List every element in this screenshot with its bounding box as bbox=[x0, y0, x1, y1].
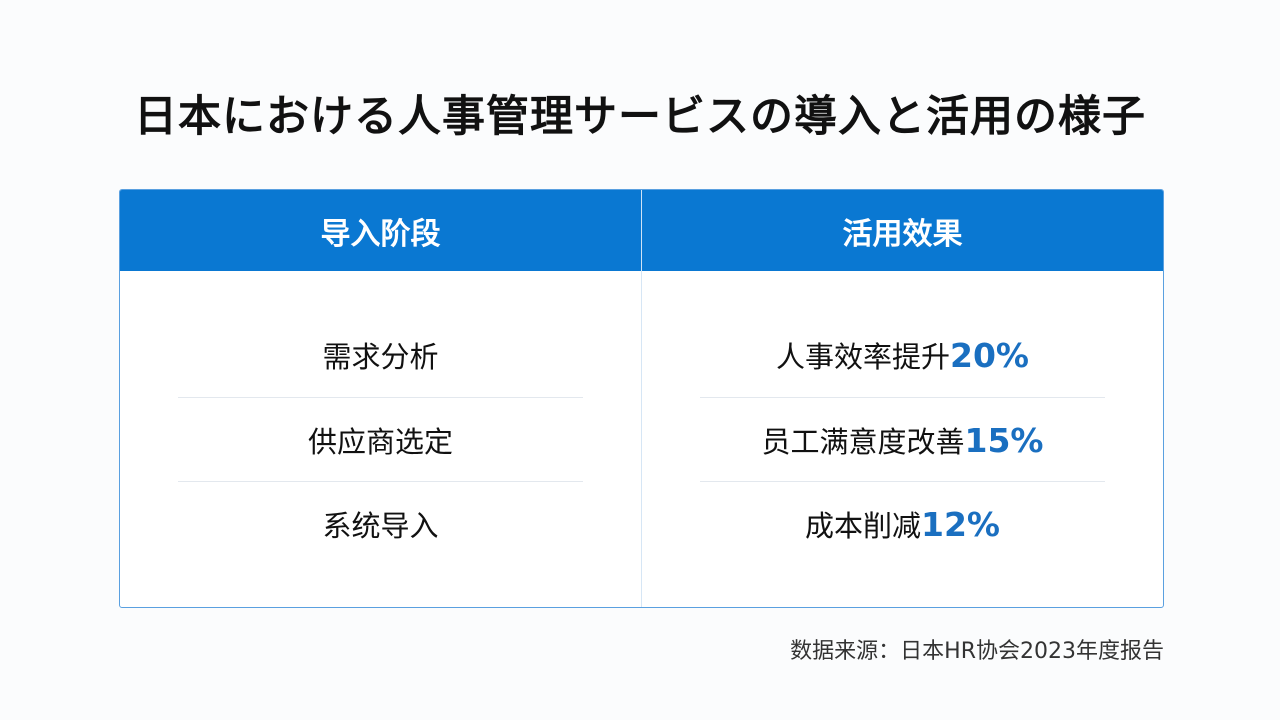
source-note: 数据来源：日本HR协会2023年度报告 bbox=[790, 639, 1164, 664]
effect-label: 人事效率提升 bbox=[775, 340, 950, 374]
header-effect: 活用效果 bbox=[842, 216, 963, 252]
effect-value: 15% bbox=[964, 420, 1044, 460]
stage-cell: 供应商选定 bbox=[178, 397, 583, 482]
effect-cell: 成本削减 12% bbox=[700, 481, 1105, 566]
stage-cell: 需求分析 bbox=[322, 340, 439, 374]
header-stage: 导入阶段 bbox=[120, 190, 642, 271]
effect-cell: 员工满意度改善 15% bbox=[700, 397, 1105, 482]
effect-column: 人事效率提升 20% 员工满意度改善 15% 成本削减 12% bbox=[642, 271, 1163, 607]
table-header: 导入阶段 活用效果 bbox=[120, 190, 1163, 271]
stage-column: 需求分析 供应商选定 系统导入 bbox=[120, 271, 642, 607]
stage-cell: 系统导入 bbox=[178, 481, 583, 566]
effect-label: 成本削减 bbox=[804, 509, 921, 543]
effect-value: 20% bbox=[950, 335, 1029, 375]
effect-cell: 人事效率提升 20% bbox=[700, 313, 1105, 397]
effect-label: 员工满意度改善 bbox=[761, 425, 965, 459]
info-table: 导入阶段 活用效果 需求分析 供应商选定 系统导入 人事效率提升 20% 员工满意… bbox=[119, 189, 1164, 608]
page-title: 日本における人事管理サービスの導入と活用の様子 bbox=[134, 92, 1146, 142]
effect-value: 12% bbox=[921, 504, 1000, 544]
